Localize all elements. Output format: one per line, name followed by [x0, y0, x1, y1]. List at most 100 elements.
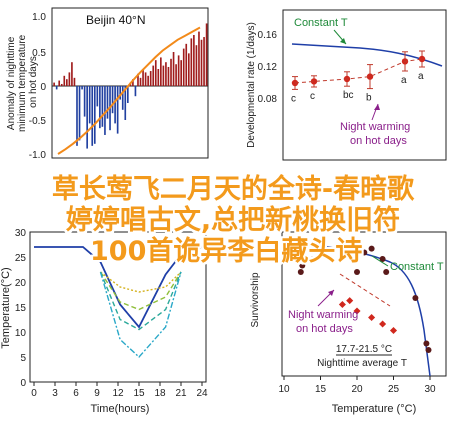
bar	[172, 52, 175, 86]
bar	[88, 86, 91, 124]
bar	[116, 86, 119, 134]
panel-title: Beijin 40°N	[86, 13, 146, 27]
overlay-title-line-3: 100首诡异李白藏头诗	[90, 236, 363, 267]
data-point	[310, 78, 318, 85]
annotation-night-warming: Night warming	[340, 121, 410, 133]
arrow-head-icon	[374, 104, 380, 110]
x-tick-label: 10	[278, 384, 290, 395]
y-axis-label-line: minimum temperature	[17, 34, 28, 132]
bar	[104, 86, 106, 135]
bar	[167, 66, 170, 86]
y-tick-label: 20	[15, 278, 27, 289]
data-point	[354, 269, 360, 275]
x-tick-label: 3	[52, 388, 58, 399]
night-warming-fit	[339, 273, 391, 307]
y-axis-label: Anomaly of nighttime minimum temperature…	[6, 32, 39, 132]
y-axis-label-line: on hot days	[28, 56, 39, 108]
panel-bottom-left: 0 3 6 9 12 15 18 21 24 30 25 20 15 10 5 0 Temper…	[0, 228, 208, 415]
bar	[93, 86, 96, 144]
bar	[180, 60, 182, 86]
night-point	[389, 326, 398, 335]
night-point	[379, 320, 387, 328]
y-tick-label: 1.0	[32, 12, 46, 23]
point-label: c	[291, 93, 296, 104]
bar	[76, 86, 78, 146]
bar	[78, 86, 81, 141]
range-label: 17.7-21.5 °C	[336, 344, 392, 355]
bar	[182, 48, 185, 86]
bar	[142, 69, 144, 86]
bar	[185, 43, 188, 86]
constant-t-curve	[291, 43, 443, 67]
bar	[193, 35, 195, 86]
bar	[63, 75, 66, 86]
bar	[91, 86, 94, 146]
x-tick-label: 12	[112, 388, 124, 399]
bar	[170, 58, 172, 86]
series-line	[100, 271, 182, 293]
bar	[134, 86, 137, 97]
series-line	[99, 271, 182, 331]
data-point	[350, 252, 357, 259]
annotation-constant-t: Constant T	[294, 17, 348, 29]
bar	[190, 38, 193, 86]
x-axis-label: Daily average T	[330, 185, 407, 197]
constant-t-curve	[283, 244, 431, 377]
bar	[162, 65, 165, 86]
annotation-night-warming: Night warming	[288, 309, 358, 321]
point-label: bc	[343, 90, 354, 101]
x-tick-label: 6	[73, 388, 79, 399]
night-point	[353, 307, 361, 315]
y-tick-label: -0.5	[29, 116, 47, 127]
bar	[200, 39, 203, 86]
overlay-title-line-2: 婷婷唱古文,总把新桃换旧符	[65, 205, 401, 236]
y-axis-label: Survivorship	[250, 272, 261, 327]
bar	[96, 86, 99, 107]
data-point	[310, 256, 317, 262]
y-tick-label: 5	[20, 353, 26, 364]
panel-top-right: c c bc b a a 0.16 0.12 0.08 Developmental rat…	[246, 9, 447, 197]
bar	[124, 86, 127, 120]
night-warming-line	[294, 58, 423, 84]
y-tick-label: 0.5	[32, 48, 46, 59]
x-axis-label: Time(hours)	[91, 403, 150, 415]
annotation-constant-t: Constant T	[390, 261, 444, 273]
data-point	[425, 347, 432, 353]
y-axis-label-line: Anomaly of nighttime	[6, 36, 17, 130]
annotation-night-warming-2: on hot days	[350, 135, 407, 147]
bar	[126, 86, 129, 103]
bar	[205, 23, 208, 86]
point-label: a	[401, 75, 407, 86]
y-tick-label: 0.12	[258, 62, 278, 73]
point-label: c	[310, 91, 315, 102]
series-line	[99, 271, 182, 358]
data-point	[423, 340, 430, 347]
data-point	[297, 269, 304, 275]
data-point	[366, 73, 374, 80]
point-label: a	[418, 71, 424, 82]
bar	[68, 72, 71, 86]
y-tick-label: 0.08	[258, 94, 278, 105]
bar	[144, 72, 147, 86]
bar	[203, 37, 205, 86]
bar	[147, 75, 149, 86]
panel-bottom-right: 10 15 20 25 30 Survivorship Constant T Night…	[250, 231, 447, 415]
data-point	[383, 269, 390, 275]
arrow-head-icon	[328, 290, 334, 296]
data-point	[339, 256, 346, 262]
data-point	[418, 55, 426, 63]
bar	[175, 64, 177, 86]
night-point	[346, 297, 354, 305]
bar	[157, 69, 160, 86]
bar	[149, 71, 152, 86]
bar	[99, 86, 101, 129]
bar	[187, 53, 190, 86]
trend-line	[57, 26, 201, 155]
bar	[119, 86, 122, 100]
bar	[53, 82, 55, 86]
bar	[154, 60, 157, 86]
bar	[81, 86, 83, 90]
data-point	[368, 245, 375, 252]
y-tick-label: 0	[20, 378, 26, 389]
data-point	[412, 295, 419, 301]
